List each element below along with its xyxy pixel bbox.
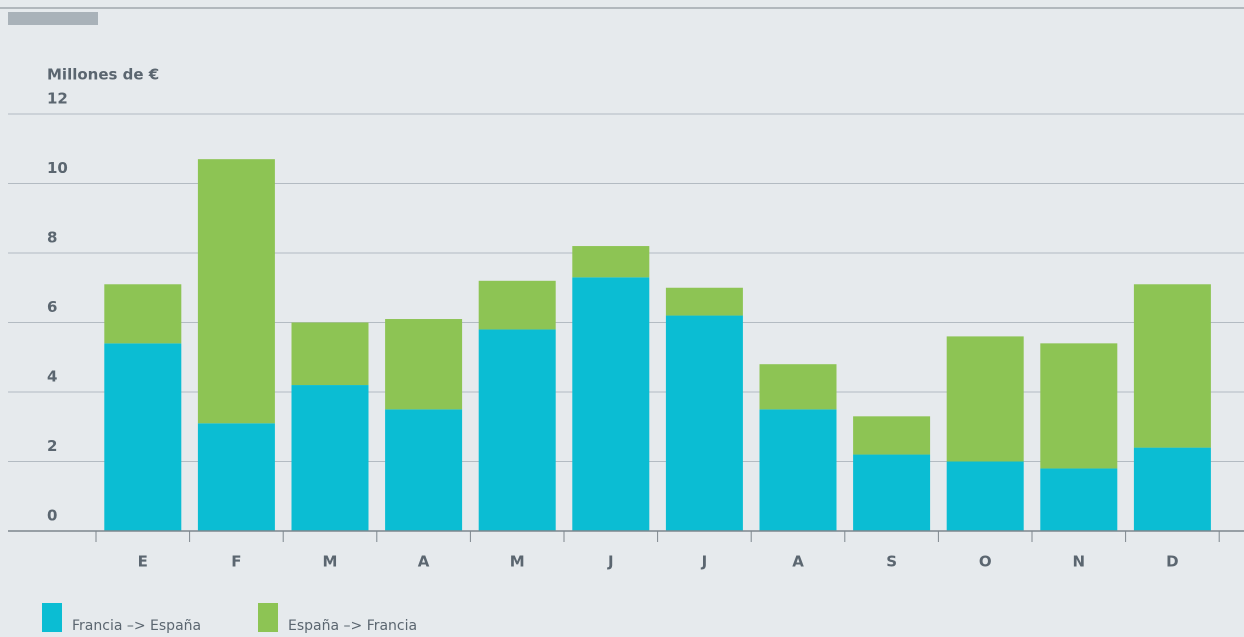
legend-swatch [42,603,62,632]
bar-segment [946,336,1024,462]
bar-segment [759,364,837,410]
x-tick-label: J [701,553,708,571]
bar-segment [946,461,1024,531]
legend-label: España –> Francia [288,618,417,634]
bar-segment [572,246,650,278]
y-tick-label: 12 [47,90,68,108]
x-tick-label: F [231,553,241,571]
bar-segment [1133,284,1211,448]
y-tick-label: 8 [47,229,57,247]
top-tab [8,12,98,25]
y-tick-label: 4 [47,368,57,386]
x-tick-label: A [792,553,804,571]
x-tick-label: O [979,553,992,571]
bar-segment [291,385,369,531]
bar-segment [665,315,743,531]
legend-label: Francia –> España [72,618,201,634]
y-tick-label: 10 [47,159,68,177]
x-tick-label: D [1166,553,1178,571]
bar-segment [197,159,275,424]
bar-segment [197,423,275,531]
bar-segment [572,277,650,531]
bar-segment [1040,343,1118,469]
x-tick-label: M [323,553,338,571]
legend-swatch [258,603,278,632]
bar-segment [665,287,743,316]
bar-segment [1133,447,1211,531]
bar-segment [104,284,182,344]
y-tick-label: 6 [47,298,57,316]
bar-segment [853,454,931,531]
bar-segment [104,343,182,531]
x-tick-label: E [138,553,148,571]
bar-segment [1040,468,1118,531]
bar-segment [853,416,931,455]
y-tick-label: 0 [47,507,57,525]
y-tick-label: 2 [47,437,57,455]
bar-segment [759,409,837,531]
x-tick-label: J [607,553,614,571]
bar-segment [478,280,556,330]
bar-segment [385,409,463,531]
x-tick-label: N [1073,553,1086,571]
bar-segment [478,329,556,531]
y-axis-title: Millones de € [47,66,159,84]
bar-segment [291,322,369,386]
x-tick-label: A [418,553,430,571]
x-tick-label: S [886,553,897,571]
x-tick-label: M [510,553,525,571]
bar-segment [385,319,463,410]
